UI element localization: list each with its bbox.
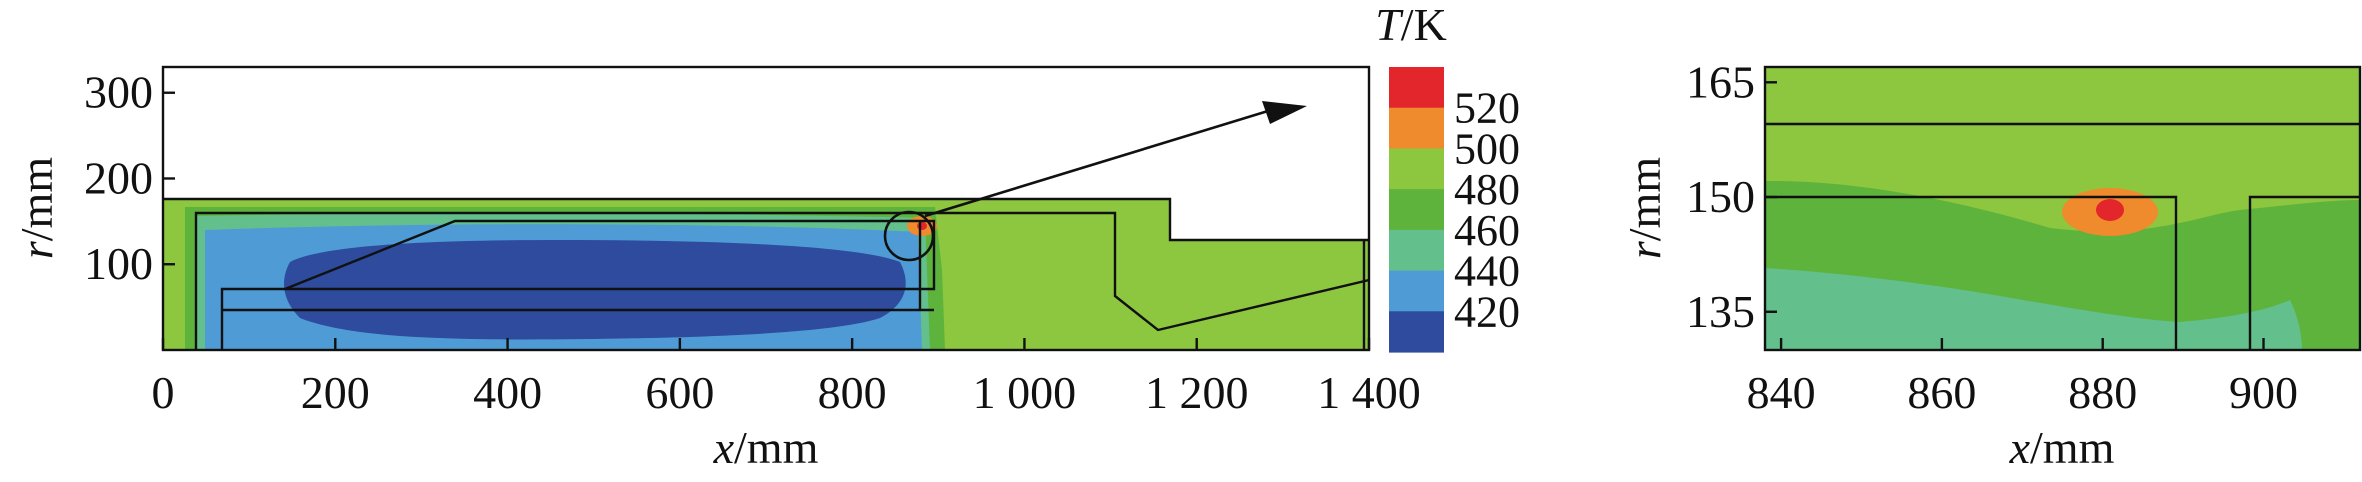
zoom-grain-left-outline: [1765, 195, 2178, 350]
overview-plot-frame: [161, 65, 1371, 352]
overview-panel: 100 200 300 0 200 400 600 800 1 000 1 200 1 400 x…: [11, 65, 1421, 473]
colorbar-swatch: [1389, 311, 1444, 353]
zoom-callout-circle: [883, 210, 935, 262]
zoom-x-axis-title: x/mm: [2009, 422, 2115, 473]
colorbar-title: T/K: [1375, 0, 1447, 50]
colorbar-swatch: [1389, 189, 1444, 231]
colorbar-tick-label: 520: [1454, 84, 1520, 133]
zoom-y-tick-label: 135: [1686, 286, 1755, 337]
zoom-geometry-outlines: [1765, 122, 2360, 350]
overview-x-tick-label: 800: [818, 367, 887, 418]
inner-casing-outline: [194, 211, 1369, 350]
colorbar-tick-label: 440: [1454, 247, 1520, 296]
overview-x-tick-label: 1 400: [1317, 367, 1421, 418]
colorbar-swatch: [1389, 229, 1444, 272]
grain-outline: [220, 219, 936, 350]
zoom-x-tick-label: 840: [1747, 367, 1816, 418]
overview-x-axis-title: x/mm: [713, 422, 819, 473]
zoom-field-440: [1765, 268, 2302, 350]
colorbar-swatch: [1389, 107, 1444, 150]
zoom-grain-right-outline: [2248, 195, 2360, 350]
overview-x-tick-label: 0: [152, 367, 175, 418]
outer-body-outline: [163, 197, 1369, 242]
overview-x-tick-label: 600: [645, 367, 714, 418]
colorbar-swatch: [1389, 270, 1444, 312]
zoom-y-tick-label: 165: [1686, 56, 1755, 107]
colorbar-tick-label: 460: [1454, 206, 1520, 255]
overview-y-tick-label: 200: [84, 152, 153, 203]
zoom-y-ticks: 135 150 165: [1686, 56, 1777, 337]
overview-temperature-field: [163, 199, 1369, 350]
zoom-hotspot-red: [2096, 199, 2124, 221]
overview-y-tick-label: 100: [84, 238, 153, 289]
zoom-x-tick-label: 880: [2068, 367, 2137, 418]
overview-x-ticks: 0 200 400 600 800 1 000 1 200 1 400: [152, 338, 1421, 418]
overview-hotspot-red: [917, 222, 927, 230]
zoom-x-tick-label: 900: [2229, 367, 2298, 418]
zoom-temperature-field: [1765, 67, 2360, 350]
colorbar-swatch: [1389, 67, 1444, 109]
zoom-callout-arrowhead: [1262, 101, 1307, 124]
zoom-x-ticks: 840 860 880 900: [1747, 338, 2298, 418]
overview-x-tick-label: 200: [301, 367, 370, 418]
overview-y-ticks: 100 200 300: [84, 67, 175, 289]
overview-geometry-outlines: [163, 197, 1369, 350]
overview-x-tick-label: 1 200: [1145, 367, 1249, 418]
zoom-plot-frame: [1763, 65, 2362, 352]
zoom-y-tick-label: 150: [1686, 171, 1755, 222]
zoom-callout-arrow: [924, 109, 1269, 218]
colorbar-tick-label: 500: [1454, 124, 1520, 173]
colorbar-swatch: [1389, 148, 1444, 190]
overview-x-tick-label: 400: [473, 367, 542, 418]
overview-y-tick-label: 300: [84, 67, 153, 118]
zoom-x-tick-label: 860: [1907, 367, 1976, 418]
zoom-panel: 135 150 165 840 860 880 900 x/mm r/mm: [1619, 56, 2362, 473]
overview-x-tick-label: 1 000: [973, 367, 1077, 418]
colorbar-tick-label: 480: [1454, 165, 1520, 214]
zoom-y-axis-title: r/mm: [1619, 157, 1670, 259]
colorbar-swatches: [1389, 67, 1444, 353]
colorbar-tick-label: 420: [1454, 287, 1520, 336]
overview-y-axis-title: r/mm: [11, 157, 62, 259]
